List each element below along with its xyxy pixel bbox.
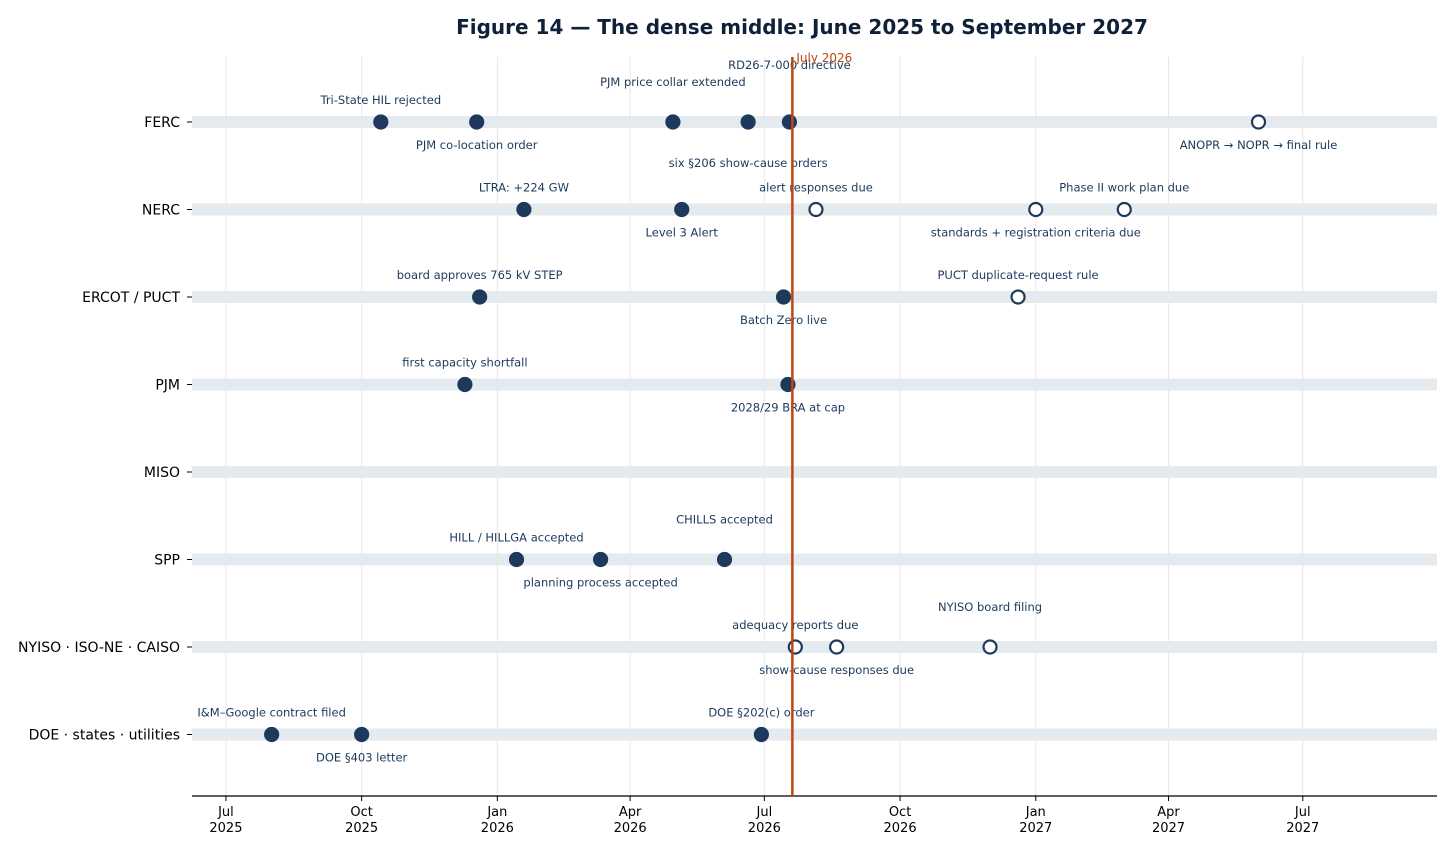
- event-label: LTRA: +224 GW: [479, 181, 569, 195]
- event-label: ANOPR → NOPR → final rule: [1180, 138, 1338, 152]
- event-marker: [740, 114, 756, 130]
- x-tick-label: Apr: [1157, 805, 1180, 820]
- lane-label: NYISO · ISO-NE · CAISO: [18, 640, 180, 656]
- reference-line-label: July 2026: [795, 51, 852, 65]
- event-label: I&M–Google contract filed: [197, 706, 345, 720]
- chart-title: Figure 14 — The dense middle: June 2025 …: [456, 15, 1148, 39]
- lane-band: [192, 116, 1437, 128]
- lane-band: [192, 641, 1437, 653]
- event-marker: [516, 201, 532, 218]
- lane-band: [192, 378, 1437, 391]
- event-label: DOE §202(c) order: [708, 706, 814, 720]
- event-marker: [665, 114, 681, 130]
- open-event-marker: [808, 201, 824, 218]
- x-tick-label: 2027: [1019, 821, 1052, 836]
- lane-label: PJM: [155, 378, 180, 394]
- open-event-marker: [1010, 289, 1026, 305]
- x-tick-label: Jan: [1025, 805, 1046, 820]
- x-tick-label: Jan: [486, 805, 507, 820]
- reference-layer: July 2026: [791, 51, 852, 796]
- event-marker: [373, 114, 389, 130]
- lane-label: MISO: [144, 465, 180, 481]
- lane-label: DOE · states · utilities: [29, 728, 180, 744]
- event-marker: [472, 289, 488, 305]
- x-tick-label: Jul: [1294, 805, 1311, 820]
- event-label: CHILLS accepted: [676, 513, 773, 527]
- open-event-marker: [1028, 201, 1044, 218]
- x-tick-label: Oct: [350, 805, 372, 820]
- lane-band: [192, 291, 1437, 303]
- event-label: first capacity shortfall: [402, 356, 527, 370]
- event-label: planning process accepted: [523, 576, 677, 590]
- event-label: PJM co-location order: [416, 138, 538, 152]
- open-event-marker: [1250, 114, 1267, 130]
- event-marker: [508, 551, 525, 568]
- event-label: six §206 show-cause orders: [669, 156, 828, 170]
- event-marker: [264, 726, 280, 743]
- open-event-marker: [1116, 201, 1132, 218]
- event-label: Phase II work plan due: [1059, 181, 1189, 195]
- event-marker: [716, 551, 733, 568]
- event-marker: [781, 114, 798, 130]
- lane-label: NERC: [142, 203, 180, 219]
- x-tick-label: Apr: [619, 805, 642, 820]
- event-label: RD26-7-000 directive: [728, 58, 851, 72]
- open-event-marker: [787, 639, 803, 655]
- x-tick-label: 2026: [884, 821, 917, 836]
- event-marker: [457, 376, 473, 393]
- event-label: alert responses due: [759, 181, 873, 195]
- event-marker: [354, 726, 370, 743]
- event-label: standards + registration criteria due: [931, 226, 1141, 240]
- lane-label: ERCOT / PUCT: [82, 290, 180, 306]
- x-tick-label: Jul: [217, 805, 234, 820]
- lane-band: [192, 466, 1437, 478]
- event-label: PUCT duplicate-request rule: [938, 268, 1099, 282]
- lane-label: FERC: [144, 115, 180, 131]
- x-tick-label: 2026: [614, 821, 647, 836]
- axis-layer: Jul2025Oct2025Jan2026Apr2026Jul2026Oct20…: [18, 115, 1437, 836]
- open-event-marker: [982, 639, 998, 655]
- event-label: show-cause responses due: [759, 663, 914, 677]
- event-label: 2028/29 BRA at cap: [731, 401, 845, 415]
- x-tick-label: 2027: [1286, 821, 1319, 836]
- event-marker: [469, 114, 485, 130]
- event-label: NYISO board filing: [938, 600, 1042, 614]
- event-marker: [753, 726, 769, 743]
- event-label: board approves 765 kV STEP: [397, 268, 563, 282]
- x-tick-label: 2026: [481, 821, 514, 836]
- open-event-marker: [829, 639, 845, 655]
- lane-band: [192, 553, 1437, 566]
- event-label: DOE §403 letter: [316, 751, 408, 765]
- event-label: Batch Zero live: [740, 313, 827, 327]
- x-tick-label: 2025: [345, 821, 378, 836]
- event-layer: Tri-State HIL rejected PJM co-location or…: [197, 58, 1337, 765]
- event-label: Level 3 Alert: [646, 226, 719, 240]
- event-label: Tri-State HIL rejected: [319, 93, 441, 107]
- event-marker: [593, 551, 609, 568]
- lane-label: SPP: [154, 553, 180, 569]
- event-label: PJM price collar extended: [600, 75, 746, 89]
- x-tick-label: 2025: [209, 821, 242, 836]
- lane-band: [192, 728, 1437, 741]
- x-tick-label: Jul: [756, 805, 773, 820]
- event-marker: [674, 201, 690, 218]
- event-label: HILL / HILLGA accepted: [449, 531, 583, 545]
- x-tick-label: 2026: [748, 821, 781, 836]
- event-marker: [775, 289, 792, 305]
- event-label: adequacy reports due: [732, 618, 858, 632]
- x-tick-label: 2027: [1152, 821, 1185, 836]
- x-tick-label: Oct: [889, 805, 911, 820]
- lane-band-layer: [192, 116, 1437, 741]
- grid-layer: [225, 57, 1304, 796]
